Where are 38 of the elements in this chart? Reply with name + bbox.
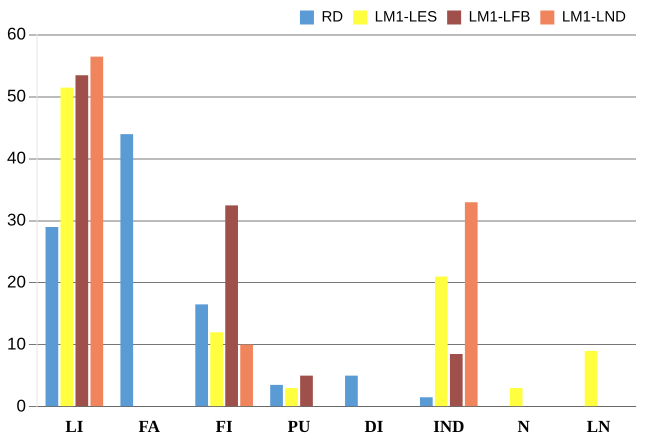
legend-label: RD	[321, 8, 344, 26]
bar	[584, 350, 598, 406]
x-tick-label: DI	[364, 417, 384, 436]
x-tick-label: FI	[216, 417, 234, 436]
y-tick-label: 50	[6, 86, 26, 106]
bar	[464, 202, 478, 406]
bar	[300, 376, 313, 406]
bar	[510, 388, 523, 406]
bar	[210, 332, 223, 406]
bar	[120, 134, 134, 406]
legend-label: LM1-LND	[562, 8, 626, 26]
bar	[434, 276, 448, 406]
bar	[270, 384, 283, 406]
legend-label: LM1-LES	[374, 8, 438, 26]
x-tick-label: PU	[288, 417, 310, 436]
legend-label: LM1-LFB	[468, 8, 530, 26]
bar	[46, 226, 58, 406]
x-tick-label: N	[518, 417, 531, 436]
bar	[240, 344, 253, 406]
bar	[285, 388, 298, 406]
bar	[75, 75, 88, 406]
bar	[90, 56, 104, 406]
x-tick-label: LI	[65, 417, 84, 436]
y-tick-label: 0	[16, 396, 26, 416]
x-tick-label: FA	[138, 417, 161, 436]
y-tick-label: 10	[6, 334, 26, 354]
bar	[345, 376, 358, 406]
bar	[60, 88, 74, 406]
y-tick-label: 20	[6, 272, 26, 292]
y-tick-label: 60	[6, 24, 26, 44]
bar	[420, 397, 433, 406]
y-tick-label: 40	[6, 148, 26, 168]
bar	[450, 354, 463, 406]
x-tick-label: LN	[586, 417, 612, 436]
bar	[195, 304, 208, 406]
y-tick-label: 30	[6, 210, 26, 230]
x-tick-label: IND	[433, 417, 464, 436]
bar	[225, 205, 238, 406]
